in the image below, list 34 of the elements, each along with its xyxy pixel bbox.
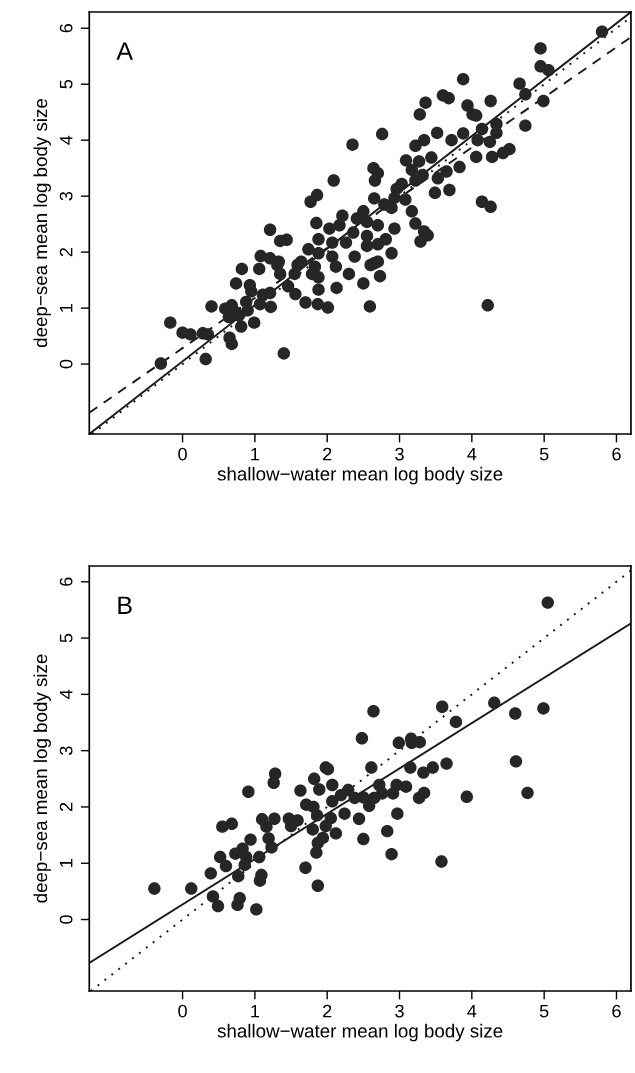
x-axis-title: shallow−water mean log body size — [217, 1023, 503, 1042]
y-tick-label: 6 — [59, 577, 73, 586]
y-tick-label: 4 — [59, 135, 73, 145]
x-tick-label: 1 — [251, 447, 260, 461]
y-tick-label: 4 — [59, 689, 73, 699]
x-tick-label: 4 — [467, 1004, 477, 1018]
y-tick-label: 6 — [59, 24, 73, 33]
x-axis-title: shallow−water mean log body size — [217, 466, 503, 485]
y-axis-title: deep−sea mean log body size — [33, 654, 51, 903]
x-tick-label: 6 — [612, 447, 621, 461]
annotation: B — [118, 596, 132, 614]
y-tick-label: 2 — [59, 248, 73, 257]
x-tick-label: 3 — [395, 1004, 404, 1018]
y-tick-label: 0 — [59, 359, 73, 369]
x-tick-label: 6 — [612, 1004, 621, 1018]
y-tick-label: 0 — [59, 915, 73, 924]
y-tick-label: 3 — [59, 191, 73, 201]
x-tick-label: 0 — [178, 447, 187, 461]
y-tick-label: 1 — [59, 303, 73, 312]
x-tick-label: 3 — [395, 447, 404, 461]
annotation: A — [116, 42, 133, 60]
y-tick-label: 2 — [59, 802, 73, 812]
y-tick-label: 3 — [59, 746, 73, 755]
x-tick-label: 2 — [323, 1004, 332, 1018]
y-tick-label: 5 — [59, 79, 73, 89]
y-axis-title: deep−sea mean log body size — [33, 99, 51, 348]
y-tick-label: 5 — [59, 633, 73, 643]
x-tick-label: 2 — [323, 447, 332, 461]
x-tick-label: 5 — [539, 1004, 549, 1018]
y-tick-label: 1 — [59, 859, 73, 867]
x-tick-label: 4 — [467, 447, 477, 461]
x-tick-label: 1 — [251, 1004, 260, 1018]
x-tick-label: 0 — [178, 1004, 187, 1018]
x-tick-label: 5 — [539, 447, 549, 461]
